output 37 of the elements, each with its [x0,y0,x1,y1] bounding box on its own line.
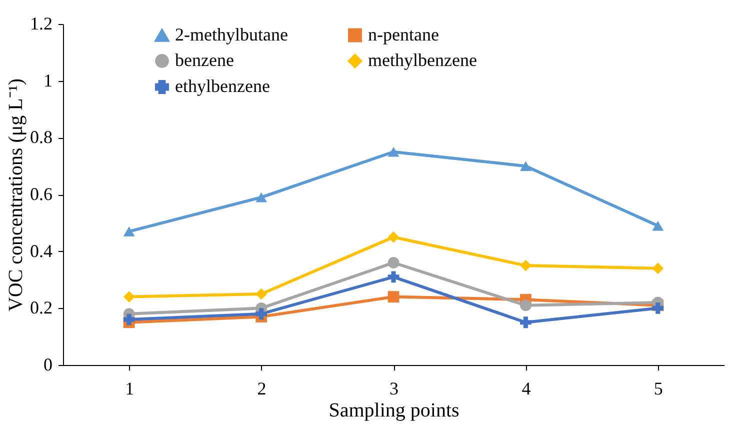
y-axis-title: VOC concentrations (μg L⁻¹) [5,78,27,312]
legend-label: n-pentane [368,24,439,44]
y-tick-label: 0.6 [30,184,52,204]
point [256,192,267,202]
point [652,262,664,274]
x-tick-label: 2 [257,378,266,398]
point [520,161,532,172]
x-tick-label: 4 [522,378,531,398]
point [388,291,400,302]
point [520,260,532,272]
point [520,316,532,328]
y-tick-label: 0.8 [30,127,52,148]
point [123,314,135,326]
x-tick-label: 1 [125,378,134,398]
point [388,257,400,268]
point [123,226,135,236]
point [520,300,532,312]
point [652,220,664,231]
y-tick-label: 1.2 [30,14,52,34]
y-tick-label: 0 [44,354,52,374]
point [388,146,400,157]
x-axis-title: Sampling points [328,400,460,422]
x-tick-label: 3 [390,378,398,398]
legend-label: ethylbenzene [175,76,270,96]
point [388,231,400,243]
legend-label: benzene [175,50,234,70]
point [388,271,400,283]
point [652,302,664,314]
point [256,288,267,300]
y-tick-label: 0.2 [30,298,52,318]
point [256,308,267,320]
y-tick-label: 1 [44,70,52,90]
legend-label: methylbenzene [368,50,477,70]
y-tick-label: 0.4 [30,240,52,261]
point [123,291,135,302]
x-tick-label: 5 [654,378,663,398]
legend-label: 2-methylbutane [175,24,288,45]
